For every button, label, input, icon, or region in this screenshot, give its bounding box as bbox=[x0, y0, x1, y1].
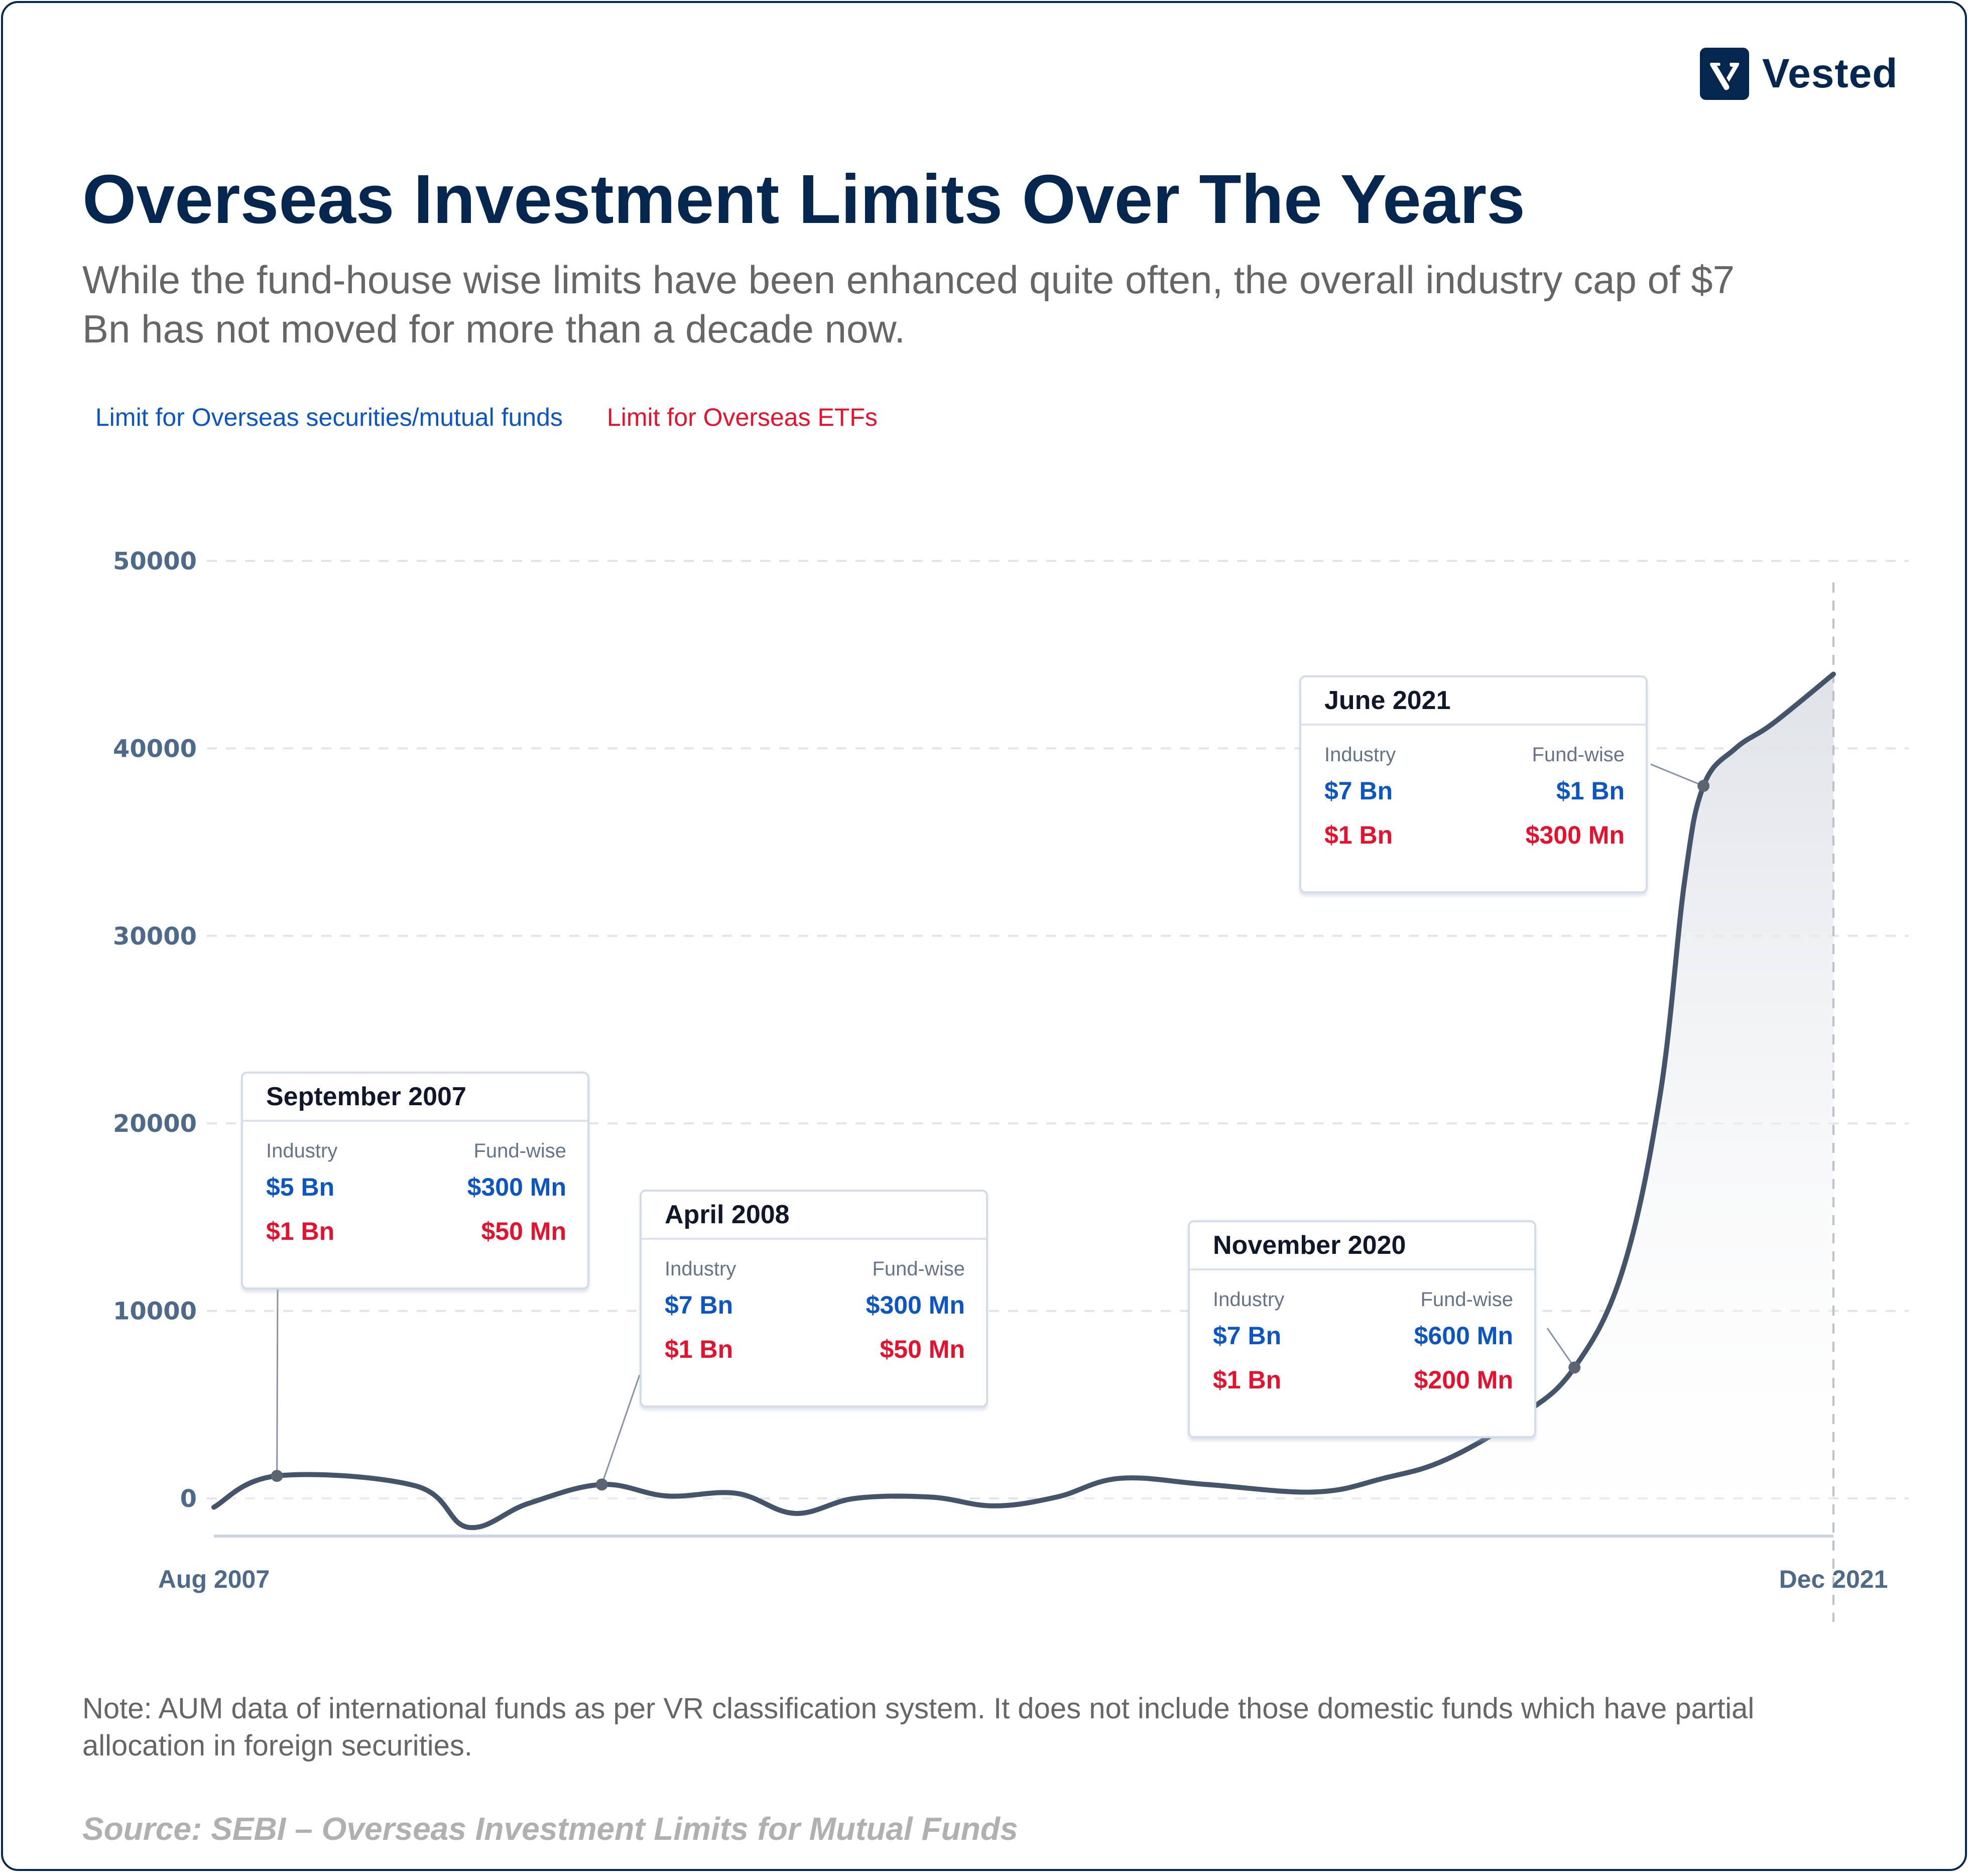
page-subtitle: While the fund-house wise limits have be… bbox=[82, 258, 1735, 351]
etf-industry-value: $1 Bn bbox=[1213, 1366, 1282, 1394]
line-chart: 0 10000 20000 30000 40000 50000 Aug 2007 Dec … bbox=[113, 547, 1909, 1622]
footnote: Note: AUM data of international funds as… bbox=[82, 1692, 1755, 1762]
annotation-point bbox=[595, 1478, 608, 1491]
etf-industry-value: $1 Bn bbox=[665, 1335, 733, 1363]
y-axis: 0 10000 20000 30000 40000 50000 bbox=[113, 547, 197, 1513]
etf-fundwise-value: $50 Mn bbox=[481, 1217, 566, 1245]
annotation-card: November 2020 Industry Fund-wise $7 Bn $60… bbox=[1188, 1220, 1536, 1438]
card-date: September 2007 bbox=[243, 1074, 587, 1122]
securities-industry-value: $7 Bn bbox=[1324, 777, 1393, 805]
card-date: November 2020 bbox=[1190, 1222, 1534, 1270]
brand-logo: Vested bbox=[1700, 48, 1898, 100]
etf-fundwise-value: $200 Mn bbox=[1414, 1366, 1513, 1394]
annotation-point bbox=[271, 1470, 283, 1482]
securities-fundwise-value: $1 Bn bbox=[1556, 777, 1625, 805]
fundwise-label: Fund-wise bbox=[1420, 1288, 1513, 1311]
annotation-leader bbox=[601, 1374, 641, 1485]
annotation-point bbox=[1697, 780, 1710, 792]
etf-fundwise-value: $300 Mn bbox=[1525, 821, 1625, 849]
series-line bbox=[211, 671, 1836, 1531]
card-date: June 2021 bbox=[1301, 677, 1646, 726]
annotation-card: September 2007 Industry Fund-wise $5 Bn $3… bbox=[241, 1072, 589, 1289]
annotation-leader bbox=[1650, 763, 1704, 787]
x-tick-label: Aug 2007 bbox=[158, 1565, 270, 1593]
x-tick-label: Dec 2021 bbox=[1779, 1565, 1888, 1593]
fundwise-label: Fund-wise bbox=[1532, 743, 1625, 766]
chart-legend: Limit for Overseas securities/mutual fun… bbox=[95, 403, 878, 432]
annotation-card: June 2021 Industry Fund-wise $7 Bn $1 Bn $… bbox=[1299, 675, 1648, 893]
annotation-point bbox=[1568, 1361, 1581, 1374]
card-date: April 2008 bbox=[642, 1192, 986, 1240]
securities-fundwise-value: $300 Mn bbox=[467, 1173, 566, 1201]
etf-fundwise-value: $50 Mn bbox=[880, 1335, 965, 1363]
brand-name: Vested bbox=[1762, 51, 1898, 96]
fundwise-label: Fund-wise bbox=[473, 1139, 566, 1162]
annotation-leader bbox=[276, 1288, 279, 1476]
industry-label: Industry bbox=[1213, 1288, 1285, 1311]
securities-industry-value: $7 Bn bbox=[1213, 1322, 1282, 1350]
y-tick-label: 50000 bbox=[113, 547, 197, 575]
legend-item-securities: Limit for Overseas securities/mutual fun… bbox=[95, 403, 563, 431]
securities-fundwise-value: $600 Mn bbox=[1414, 1322, 1513, 1350]
annotation-leaders bbox=[276, 763, 1704, 1485]
y-tick-label: 40000 bbox=[113, 735, 197, 763]
annotation-card: April 2008 Industry Fund-wise $7 Bn $300 M… bbox=[640, 1190, 988, 1408]
area-fill bbox=[214, 674, 1833, 1536]
y-tick-label: 30000 bbox=[113, 922, 197, 951]
etf-industry-value: $1 Bn bbox=[266, 1217, 335, 1245]
securities-fundwise-value: $300 Mn bbox=[866, 1291, 965, 1319]
y-tick-label: 10000 bbox=[113, 1298, 197, 1326]
source-citation: Source: SEBI – Overseas Investment Limit… bbox=[82, 1811, 1018, 1847]
legend-item-etfs: Limit for Overseas ETFs bbox=[606, 403, 878, 431]
page-title: Overseas Investment Limits Over The Year… bbox=[82, 161, 1525, 238]
etf-industry-value: $1 Bn bbox=[1324, 821, 1393, 849]
annotation-leader bbox=[1546, 1328, 1575, 1368]
y-tick-label: 20000 bbox=[113, 1110, 197, 1138]
y-tick-label: 0 bbox=[180, 1485, 197, 1513]
vested-logo-icon bbox=[1700, 48, 1749, 100]
industry-label: Industry bbox=[266, 1139, 338, 1162]
industry-label: Industry bbox=[665, 1257, 736, 1280]
securities-industry-value: $7 Bn bbox=[665, 1291, 733, 1319]
annotation-points bbox=[271, 780, 1710, 1491]
securities-industry-value: $5 Bn bbox=[266, 1173, 335, 1201]
fundwise-label: Fund-wise bbox=[872, 1257, 965, 1280]
industry-label: Industry bbox=[1324, 743, 1396, 766]
